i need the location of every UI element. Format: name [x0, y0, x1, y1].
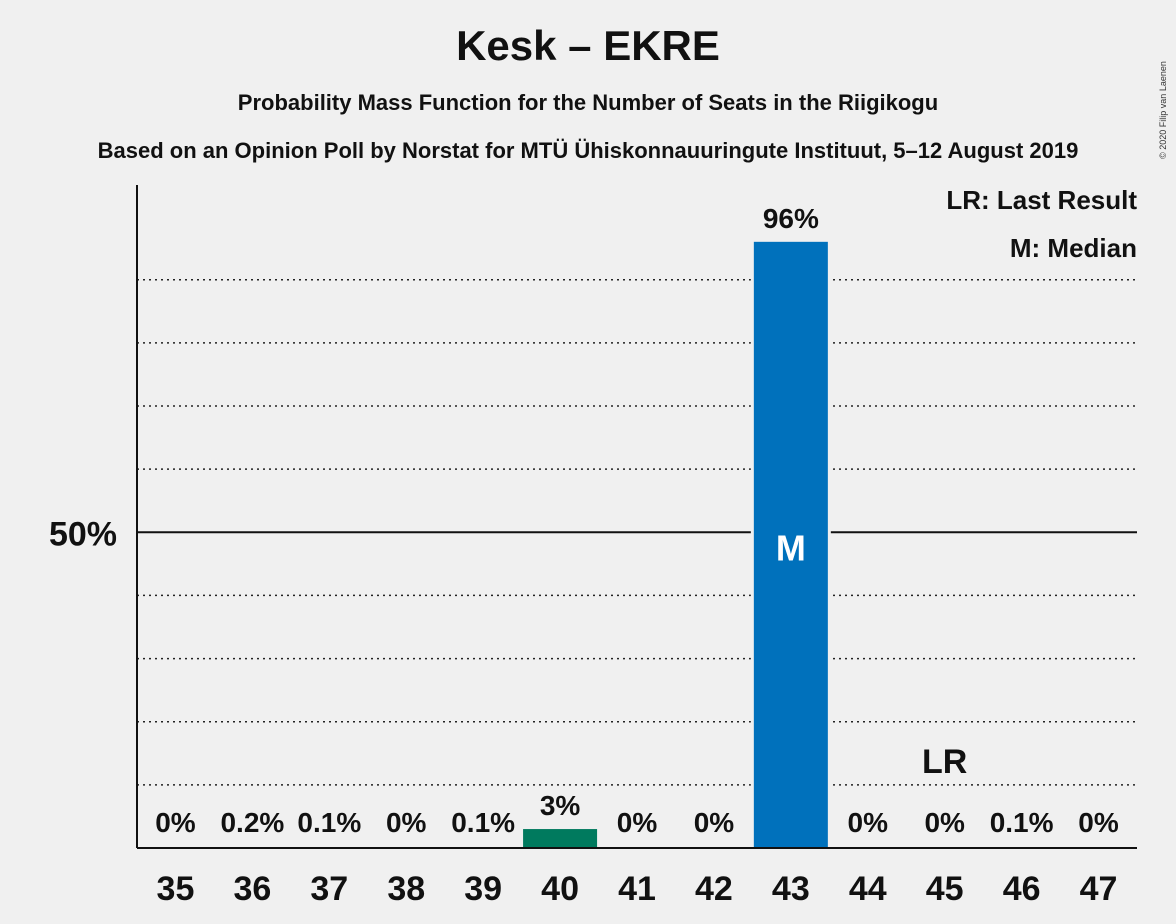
value-label: 96%: [763, 203, 819, 234]
chart-subtitle: Probability Mass Function for the Number…: [237, 90, 939, 115]
median-marker: M: [776, 527, 806, 568]
grid-lines: [137, 278, 1137, 786]
x-tick-label: 47: [1080, 870, 1118, 908]
x-tick-label: 42: [695, 870, 733, 908]
x-tick-label: 37: [310, 870, 348, 908]
x-tick-label: 35: [157, 870, 195, 908]
x-tick-label: 46: [1003, 870, 1041, 908]
value-label: 0.1%: [297, 807, 361, 838]
x-tick-label: 39: [464, 870, 502, 908]
x-tick-label: 43: [772, 870, 810, 908]
value-label: 0%: [848, 807, 889, 838]
value-label: 0%: [386, 807, 427, 838]
last-result-marker: LR: [922, 743, 967, 781]
value-label: 0.2%: [220, 807, 284, 838]
value-label: 0.1%: [990, 807, 1054, 838]
legend-last-result: LR: Last Result: [946, 185, 1137, 215]
value-label: 3%: [540, 790, 581, 821]
chart-source: Based on an Opinion Poll by Norstat for …: [97, 138, 1079, 163]
x-tick-label: 44: [849, 870, 887, 908]
y-tick-label: 50%: [49, 515, 117, 553]
value-label: 0%: [155, 807, 196, 838]
x-tick-label: 36: [233, 870, 271, 908]
x-tick-label: 40: [541, 870, 579, 908]
bars: [520, 238, 831, 849]
bar-43: [753, 241, 828, 849]
value-label: 0.1%: [451, 807, 515, 838]
x-tick-label: 38: [387, 870, 425, 908]
value-label: 0%: [617, 807, 658, 838]
labels: 50% 0% 35 0.2% 36 0.1% 37 0% 38 0.1% 39 3% 40 0% 41 0% 4…: [49, 203, 1119, 908]
x-tick-label: 45: [926, 870, 964, 908]
value-label: 0%: [694, 807, 735, 838]
x-tick-label: 41: [618, 870, 656, 908]
legend-median: M: Median: [1010, 233, 1137, 263]
value-label: 0%: [1078, 807, 1119, 838]
bar-40: [523, 829, 598, 848]
chart-title: Kesk – EKRE: [456, 22, 720, 69]
value-label: 0%: [924, 807, 965, 838]
